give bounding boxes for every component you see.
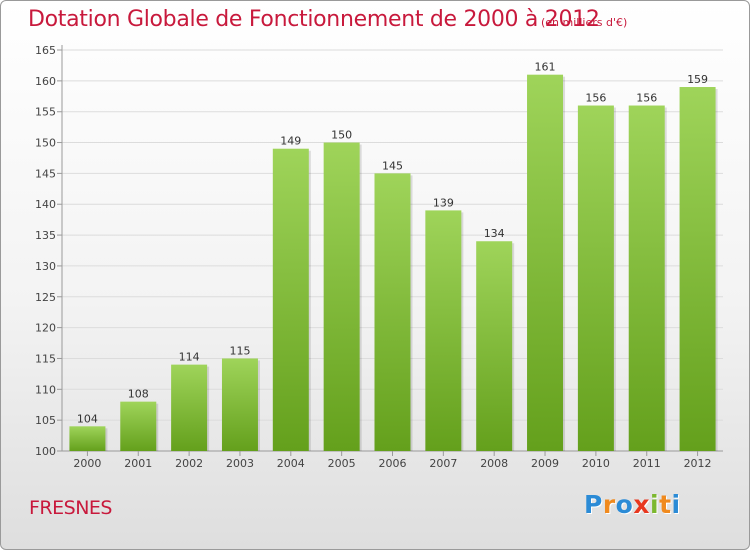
logo-letter: i bbox=[650, 490, 660, 519]
bar bbox=[374, 173, 411, 451]
bar bbox=[272, 148, 309, 451]
logo-letter: P bbox=[584, 490, 603, 519]
x-tick-label: 2007 bbox=[429, 457, 457, 470]
y-tick-label: 100 bbox=[35, 445, 56, 458]
x-tick-label: 2009 bbox=[531, 457, 559, 470]
y-tick-label: 160 bbox=[35, 75, 56, 88]
y-tick-label: 110 bbox=[35, 383, 56, 396]
bars bbox=[69, 74, 718, 452]
y-tick-label: 155 bbox=[35, 106, 56, 119]
y-tick-label: 150 bbox=[35, 137, 56, 150]
x-tick-label: 2002 bbox=[175, 457, 203, 470]
value-label: 149 bbox=[280, 135, 301, 148]
value-label: 108 bbox=[128, 388, 149, 401]
x-tick-label: 2006 bbox=[379, 457, 407, 470]
x-tick-label: 2012 bbox=[684, 457, 712, 470]
y-tick-label: 120 bbox=[35, 322, 56, 335]
bar bbox=[527, 74, 564, 451]
y-tick-label: 165 bbox=[35, 44, 56, 57]
logo-letter: t bbox=[659, 490, 672, 519]
y-tick-label: 140 bbox=[35, 198, 56, 211]
value-label: 156 bbox=[636, 92, 657, 105]
y-tick-label: 135 bbox=[35, 229, 56, 242]
x-tick-label: 2010 bbox=[582, 457, 610, 470]
proxiti-logo: Proxiti bbox=[584, 490, 681, 519]
x-tick-label: 2011 bbox=[633, 457, 661, 470]
logo-letter: r bbox=[602, 490, 616, 519]
logo-letter: o bbox=[615, 490, 634, 519]
value-label: 150 bbox=[331, 129, 352, 142]
y-tick-label: 125 bbox=[35, 291, 56, 304]
value-label: 159 bbox=[687, 73, 708, 86]
commune-name: FRESNES bbox=[29, 497, 112, 519]
chart-title: Dotation Globale de Fonctionnement de 20… bbox=[28, 7, 600, 32]
x-tick-label: 2005 bbox=[328, 457, 356, 470]
bar bbox=[476, 241, 513, 451]
y-tick-label: 130 bbox=[35, 260, 56, 273]
bar bbox=[323, 142, 360, 452]
bar bbox=[679, 87, 716, 451]
y-tick-label: 105 bbox=[35, 414, 56, 427]
value-label: 104 bbox=[77, 412, 98, 425]
y-tick-label: 145 bbox=[35, 167, 56, 180]
bar bbox=[628, 105, 665, 452]
logo-letter: x bbox=[633, 490, 650, 519]
x-tick-label: 2001 bbox=[124, 457, 152, 470]
bar bbox=[69, 426, 106, 451]
x-tick-label: 2008 bbox=[480, 457, 508, 470]
logo-letter: i bbox=[671, 490, 681, 519]
value-label: 161 bbox=[535, 61, 556, 74]
bar bbox=[221, 358, 258, 451]
x-tick-label: 2004 bbox=[277, 457, 305, 470]
value-label: 139 bbox=[433, 196, 454, 209]
value-label: 134 bbox=[484, 227, 505, 240]
bar bbox=[171, 364, 208, 451]
tick-labels: 100 105 110 115 120 125 130 135 140 145 150 155 160 1… bbox=[35, 44, 712, 470]
chart-subtitle: (en milliers d'€) bbox=[541, 16, 628, 29]
x-tick-label: 2000 bbox=[73, 457, 101, 470]
value-label: 156 bbox=[585, 92, 606, 105]
value-label: 114 bbox=[179, 351, 200, 364]
x-tick-label: 2003 bbox=[226, 457, 254, 470]
bar bbox=[425, 210, 462, 451]
value-label: 115 bbox=[229, 344, 250, 357]
value-labels: 104 108 114 115 149 150 145 139 134 161 156 156 159 bbox=[77, 61, 708, 426]
value-label: 145 bbox=[382, 159, 403, 172]
y-tick-label: 115 bbox=[35, 352, 56, 365]
bar bbox=[120, 401, 157, 451]
bar bbox=[577, 105, 614, 452]
